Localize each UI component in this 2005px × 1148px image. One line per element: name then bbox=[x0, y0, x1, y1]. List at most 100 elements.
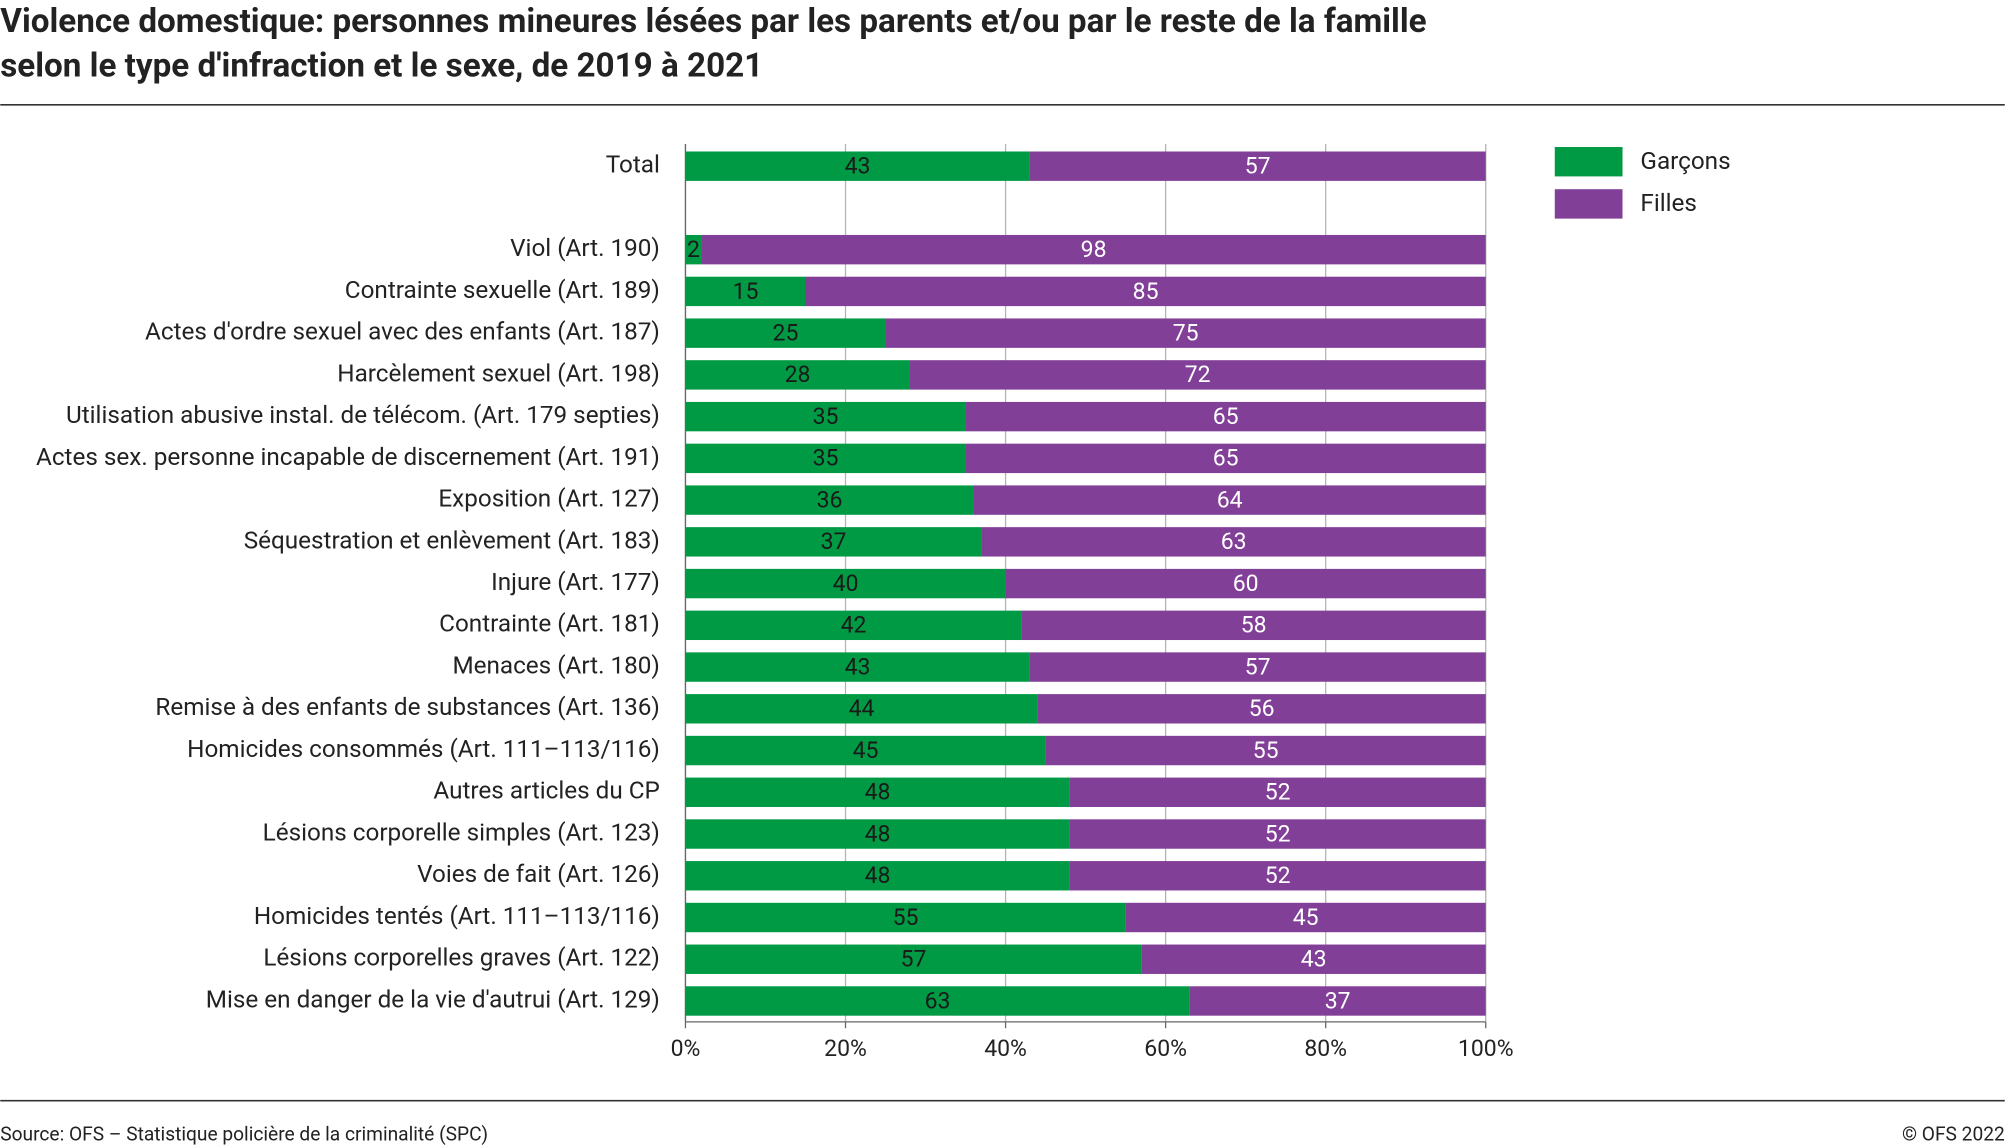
data-label: 57 bbox=[901, 946, 927, 973]
y-tick-label: Mise en danger de la vie d'autrui (Art. … bbox=[206, 984, 660, 1013]
legend-label: Garçons bbox=[1640, 146, 1730, 175]
x-tick-label: 0% bbox=[671, 1035, 701, 1062]
bar-segment bbox=[685, 401, 966, 432]
y-tick-label: Lésions corporelles graves (Art. 122) bbox=[263, 943, 660, 972]
y-tick-label: Harcèlement sexuel (Art. 198) bbox=[337, 358, 660, 387]
y-tick-label: Utilisation abusive instal. de télécom. … bbox=[66, 400, 660, 429]
data-label: 56 bbox=[1249, 695, 1275, 722]
bar-segment bbox=[685, 735, 1046, 766]
bar-segment bbox=[1125, 902, 1486, 933]
legend-swatch bbox=[1554, 147, 1623, 177]
bar-segment bbox=[1021, 610, 1486, 641]
y-tick-label: Exposition (Art. 127) bbox=[438, 484, 659, 513]
bar-segment bbox=[685, 234, 702, 265]
y-tick-label: Injure (Art. 177) bbox=[491, 567, 660, 596]
data-label: 43 bbox=[845, 653, 871, 680]
bar-segment bbox=[1045, 735, 1486, 766]
bar-segment bbox=[1141, 944, 1486, 974]
data-label: 58 bbox=[1241, 612, 1267, 639]
bar-segment bbox=[685, 276, 806, 307]
bar-segment bbox=[685, 819, 1070, 849]
data-label: 52 bbox=[1265, 862, 1291, 889]
bar-segment bbox=[685, 443, 966, 474]
bar-segment bbox=[981, 527, 1486, 557]
data-label: 63 bbox=[1221, 528, 1247, 555]
data-label: 37 bbox=[821, 528, 847, 555]
legend-swatch bbox=[1554, 189, 1623, 219]
data-label: 65 bbox=[1213, 445, 1239, 472]
y-tick-label: Voies de fait (Art. 126) bbox=[417, 859, 660, 888]
bar-segment bbox=[1069, 861, 1486, 891]
data-label: 64 bbox=[1217, 486, 1243, 513]
y-tick-label: Actes d'ordre sexuel avec des enfants (A… bbox=[145, 317, 660, 346]
bar-segment bbox=[701, 234, 1486, 265]
bar-segment bbox=[1029, 151, 1486, 181]
data-label: 2 bbox=[687, 236, 700, 263]
y-tick-label: Homicides tentés (Art. 111–113/116) bbox=[254, 901, 660, 930]
bar-segment bbox=[685, 694, 1038, 724]
y-tick-label: Autres articles du CP bbox=[433, 776, 659, 805]
bar-segment bbox=[685, 360, 910, 390]
data-label: 28 bbox=[785, 361, 811, 388]
y-tick-label: Actes sex. personne incapable de discern… bbox=[36, 442, 660, 471]
bar-segment bbox=[685, 652, 1030, 682]
data-label: 55 bbox=[893, 904, 919, 931]
y-tick-label: Total bbox=[606, 150, 660, 179]
data-label: 55 bbox=[1253, 737, 1279, 764]
bar-segment bbox=[965, 443, 1486, 474]
legend-label: Filles bbox=[1640, 188, 1697, 217]
bar-segment bbox=[909, 360, 1486, 390]
data-label: 98 bbox=[1081, 236, 1107, 263]
x-tick-label: 20% bbox=[824, 1035, 867, 1062]
bar-segment bbox=[685, 527, 982, 557]
data-label: 43 bbox=[845, 153, 871, 180]
data-label: 48 bbox=[865, 862, 891, 889]
data-label: 57 bbox=[1245, 153, 1271, 180]
data-label: 60 bbox=[1233, 570, 1259, 597]
bar-segment bbox=[685, 485, 974, 515]
bar-segment bbox=[685, 610, 1022, 641]
bar-segment bbox=[685, 861, 1070, 891]
x-tick-label: 60% bbox=[1144, 1035, 1187, 1062]
bar-segment bbox=[685, 151, 1030, 181]
data-label: 48 bbox=[865, 820, 891, 847]
bar-segment bbox=[1069, 777, 1486, 807]
data-label: 75 bbox=[1173, 320, 1199, 347]
y-tick-label: Contrainte sexuelle (Art. 189) bbox=[345, 275, 660, 304]
x-tick-label: 80% bbox=[1304, 1035, 1347, 1062]
chart-title: selon le type d'infraction et le sexe, d… bbox=[0, 47, 763, 86]
bar-segment bbox=[685, 944, 1142, 974]
bar-segment bbox=[1005, 568, 1486, 599]
y-tick-label: Homicides consommés (Art. 111–113/116) bbox=[187, 734, 660, 763]
x-tick-label: 100% bbox=[1458, 1035, 1514, 1062]
bar-segment bbox=[685, 568, 1006, 599]
bar-segment bbox=[1189, 986, 1486, 1016]
y-tick-label: Viol (Art. 190) bbox=[510, 233, 660, 262]
data-label: 15 bbox=[733, 278, 759, 305]
data-label: 25 bbox=[773, 320, 799, 347]
y-tick-label: Contrainte (Art. 181) bbox=[439, 609, 660, 638]
source: Source: OFS – Statistique policière de l… bbox=[0, 1122, 488, 1145]
data-label: 37 bbox=[1325, 987, 1351, 1014]
bar-segment bbox=[685, 902, 1126, 933]
chart-title: Violence domestique: personnes mineures … bbox=[0, 2, 1426, 41]
bar-segment bbox=[1029, 652, 1486, 682]
bar-segment bbox=[885, 318, 1486, 348]
data-label: 52 bbox=[1265, 779, 1291, 806]
data-label: 52 bbox=[1265, 820, 1291, 847]
bar-segment bbox=[1037, 694, 1486, 724]
data-label: 45 bbox=[853, 737, 879, 764]
data-label: 85 bbox=[1133, 278, 1159, 305]
data-label: 36 bbox=[817, 486, 843, 513]
y-tick-label: Menaces (Art. 180) bbox=[452, 650, 659, 679]
data-label: 57 bbox=[1245, 653, 1271, 680]
y-tick-label: Lésions corporelle simples (Art. 123) bbox=[263, 817, 660, 846]
bar-segment bbox=[805, 276, 1486, 307]
bar-segment bbox=[685, 318, 886, 348]
data-label: 45 bbox=[1293, 904, 1319, 931]
data-label: 63 bbox=[925, 987, 951, 1014]
copyright: © OFS 2022 bbox=[1902, 1122, 2005, 1145]
data-label: 65 bbox=[1213, 403, 1239, 430]
bar-segment bbox=[965, 401, 1486, 432]
